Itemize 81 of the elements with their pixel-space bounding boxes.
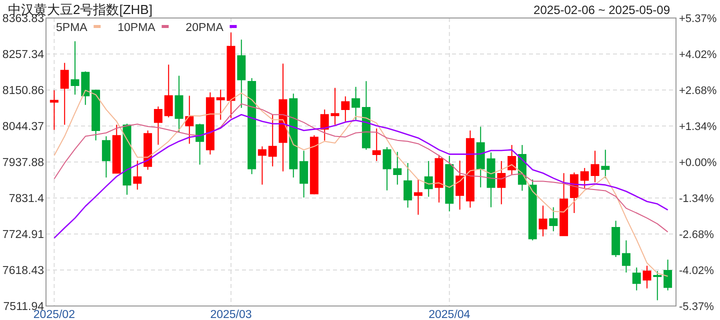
candlestick xyxy=(196,123,204,166)
y-tick-label: 8150.86 xyxy=(2,85,44,97)
candlestick xyxy=(206,92,214,156)
candlestick xyxy=(185,95,194,144)
candlestick xyxy=(341,96,350,122)
candlestick xyxy=(310,134,318,195)
candlestick xyxy=(622,240,630,274)
candlestick xyxy=(538,205,548,237)
candlestick xyxy=(434,154,444,204)
y2-tick-label: +5.37% xyxy=(679,13,717,25)
candlestick xyxy=(258,146,266,186)
candlestick xyxy=(560,172,568,236)
candlestick xyxy=(414,179,422,216)
candlestick xyxy=(632,266,641,291)
candlestick xyxy=(352,86,360,120)
candlestick xyxy=(237,39,246,108)
candlestick xyxy=(382,146,392,191)
candlestick xyxy=(300,150,308,198)
candlestick xyxy=(580,168,589,188)
line-series xyxy=(54,90,668,277)
candlestick xyxy=(393,151,402,186)
candlestick xyxy=(174,75,184,133)
legend-label: 20PMA xyxy=(186,22,224,34)
x-tick-label: 2025/03 xyxy=(210,309,252,320)
candlestick xyxy=(508,144,516,175)
candlestick xyxy=(330,87,340,126)
y-tick-label: 7831.4 xyxy=(8,193,45,205)
candlestick xyxy=(528,179,537,241)
candlestick xyxy=(102,136,110,178)
candlestick xyxy=(144,130,152,170)
y-tick-label: 8257.34 xyxy=(2,49,45,61)
candlestick xyxy=(154,106,162,146)
candlestick xyxy=(60,62,69,126)
candlestick xyxy=(404,162,412,208)
candlestick xyxy=(226,32,236,119)
candlestick xyxy=(456,160,464,210)
candlestick xyxy=(289,93,298,178)
candlestick xyxy=(320,109,329,142)
candlestick xyxy=(424,160,433,198)
y2-tick-label: -2.68% xyxy=(679,228,714,241)
candlestick xyxy=(664,259,672,291)
chart-subtitle: 2025-02-06 ~ 2025-05-09 xyxy=(534,3,670,17)
candlestick xyxy=(133,160,142,190)
candlestick xyxy=(216,89,225,120)
candlestick xyxy=(497,160,506,205)
y-tick-label: 8044.37 xyxy=(2,121,44,133)
candlestick xyxy=(372,128,381,162)
y2-tick-label: -5.37% xyxy=(679,301,714,313)
candlestick xyxy=(486,152,496,208)
y-tick-label: 7937.88 xyxy=(2,157,44,169)
candlestick xyxy=(92,89,100,141)
y-tick-label: 7724.91 xyxy=(2,229,44,241)
x-tick-label: 2025/04 xyxy=(428,309,471,320)
candlestick xyxy=(445,155,454,212)
candlestick xyxy=(70,40,80,96)
candlestick xyxy=(601,149,610,179)
candlestick xyxy=(642,265,652,289)
candlestick xyxy=(476,126,485,188)
candlestick xyxy=(112,124,121,174)
chart-title: 中汉黄大豆2号指数[ZHB] xyxy=(8,2,152,17)
y2-tick-label: +0.00% xyxy=(679,157,717,169)
candlestick xyxy=(268,114,277,167)
y-tick-label: 7618.43 xyxy=(2,265,44,277)
candlestick xyxy=(278,63,288,172)
y2-tick-label: +4.02% xyxy=(679,49,717,62)
candlestick xyxy=(81,70,90,106)
y2-tick-label: +1.34% xyxy=(679,121,717,134)
candlestick xyxy=(612,220,620,258)
legend-label: 5PMA xyxy=(56,22,88,34)
candlestick xyxy=(164,64,173,118)
y2-tick-label: -4.02% xyxy=(679,264,714,277)
candlestick xyxy=(50,90,58,130)
candlestick xyxy=(248,78,256,175)
y2-tick-label: -1.34% xyxy=(679,192,714,205)
candlestick xyxy=(653,270,662,301)
candlestick xyxy=(590,150,600,183)
candlestick xyxy=(549,206,558,232)
legend-label: 10PMA xyxy=(118,22,156,34)
y2-tick-label: +2.68% xyxy=(679,85,717,98)
candlestick xyxy=(362,80,370,150)
candlestick xyxy=(466,130,474,208)
